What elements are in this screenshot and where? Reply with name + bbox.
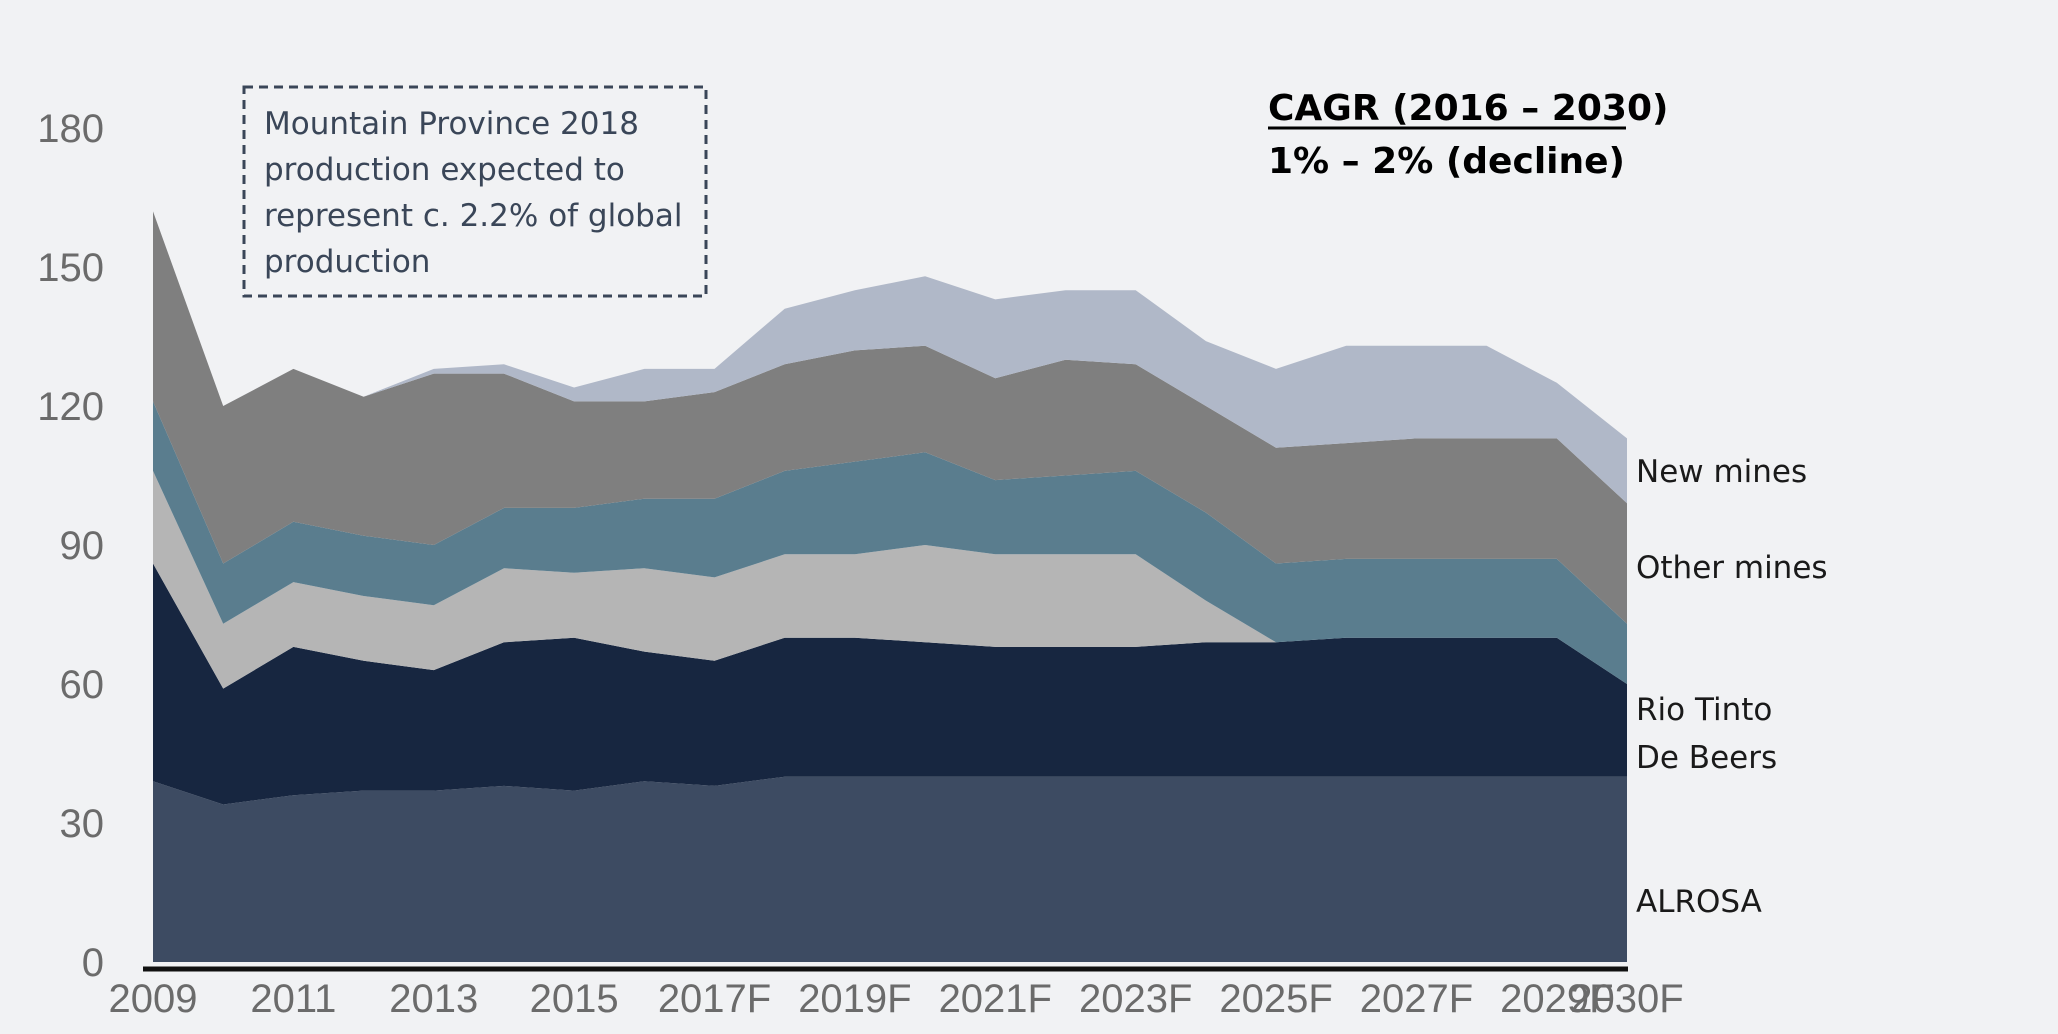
x-tick-label: 2029F [1500, 977, 1613, 1021]
note-box [242, 85, 708, 298]
note-line-2: production expected to [264, 152, 625, 188]
series-label-3: Other mines [1636, 550, 1828, 586]
series-label-1: De Beers [1636, 740, 1777, 776]
y-tick-label: 120 [37, 385, 104, 429]
x-tick-label: 2017F [658, 977, 771, 1021]
y-axis-ticks: 0 30 60 90 120 150 180 [37, 107, 104, 985]
y-tick-label: 60 [60, 663, 105, 707]
area-series-3 [153, 401, 1627, 684]
note-line-1: Mountain Province 2018 [264, 106, 639, 142]
area-series-0 [153, 776, 1627, 962]
x-tick-label: 2021F [939, 977, 1052, 1021]
x-tick-label: 2015 [530, 977, 619, 1021]
cagr-title: CAGR (2016 – 2030) [1268, 88, 1668, 129]
x-tick-label: 2027F [1360, 977, 1473, 1021]
x-tick-label: 2023F [1079, 977, 1192, 1021]
note-line-4: production [264, 244, 430, 280]
mountain-province-note: Mountain Province 2018 production expect… [242, 85, 708, 298]
y-tick-label: 90 [60, 524, 105, 568]
note-line-3: represent c. 2.2% of global [264, 198, 682, 234]
y-tick-label: 30 [60, 802, 105, 846]
y-tick-label: 180 [37, 107, 104, 151]
x-tick-label: 2013 [389, 977, 478, 1021]
y-tick-label: 150 [37, 246, 104, 290]
x-axis-ticks: 2009 2011 2013 2015 2017F 2019F 2021F 2023F 2025… [109, 977, 1684, 1021]
cagr-callout: CAGR (2016 – 2030) 1% – 2% (decline) [1268, 88, 1668, 182]
x-tick-label: 2009 [109, 977, 198, 1021]
x-tick-label: 2011 [250, 977, 336, 1021]
series-areas [153, 211, 1627, 962]
area-series-2 [153, 470, 1627, 689]
series-label-2: Rio Tinto [1636, 692, 1772, 728]
cagr-value: 1% – 2% (decline) [1268, 141, 1625, 182]
y-tick-label: 0 [82, 941, 104, 985]
x-tick-label: 2030F [1570, 977, 1683, 1021]
series-labels: ALROSA De Beers Rio Tinto Other mines New mi… [1636, 454, 1828, 920]
x-tick-label: 2019F [798, 977, 911, 1021]
area-series-5 [153, 211, 1627, 504]
area-series-4 [153, 211, 1627, 624]
series-label-5: New mines [1636, 454, 1807, 490]
series-label-0: ALROSA [1636, 884, 1762, 920]
x-tick-label: 2025F [1219, 977, 1332, 1021]
area-series-1 [153, 563, 1627, 805]
